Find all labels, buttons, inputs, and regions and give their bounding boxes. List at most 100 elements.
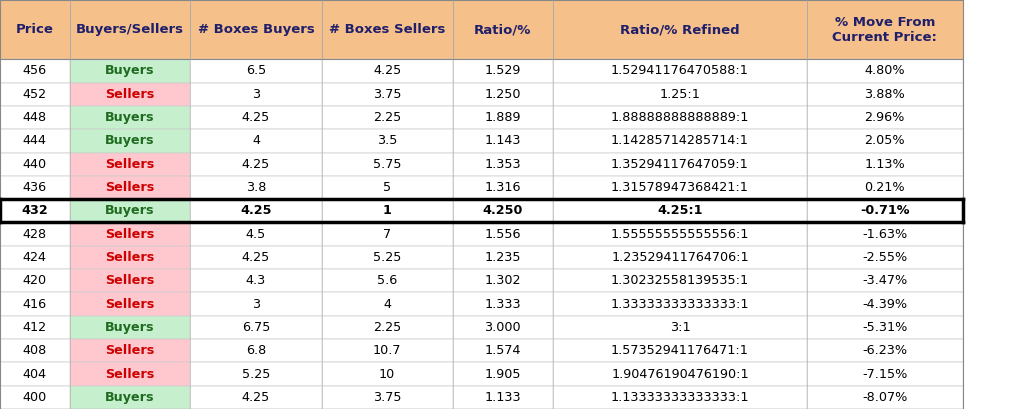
Bar — [190, 386, 322, 409]
Text: 3.75: 3.75 — [373, 391, 401, 404]
Bar — [553, 106, 807, 129]
Text: 4.80%: 4.80% — [864, 65, 905, 77]
Text: 4.5: 4.5 — [246, 228, 266, 240]
Bar — [553, 222, 807, 246]
Bar — [807, 316, 963, 339]
Text: # Boxes Sellers: # Boxes Sellers — [329, 23, 445, 36]
Bar — [553, 339, 807, 362]
Text: 1.250: 1.250 — [484, 88, 521, 101]
Text: Buyers: Buyers — [105, 135, 155, 147]
Bar — [807, 106, 963, 129]
Bar — [0, 0, 70, 59]
Bar — [453, 0, 553, 59]
Text: 4: 4 — [252, 135, 260, 147]
Bar — [453, 199, 553, 222]
Bar — [322, 222, 453, 246]
Text: 10: 10 — [379, 368, 395, 380]
Bar — [70, 386, 190, 409]
Text: 452: 452 — [23, 88, 47, 101]
Bar — [807, 246, 963, 269]
Bar — [553, 153, 807, 176]
Text: 1.52941176470588:1: 1.52941176470588:1 — [611, 65, 749, 77]
Bar — [322, 362, 453, 386]
Text: # Boxes Buyers: # Boxes Buyers — [198, 23, 314, 36]
Text: 4.250: 4.250 — [482, 204, 523, 217]
Bar — [807, 269, 963, 292]
Bar — [322, 292, 453, 316]
Bar — [453, 316, 553, 339]
Bar — [0, 316, 70, 339]
Text: 6.5: 6.5 — [246, 65, 266, 77]
Bar — [553, 246, 807, 269]
Text: Buyers/Sellers: Buyers/Sellers — [76, 23, 184, 36]
Bar — [190, 153, 322, 176]
Text: 3.8: 3.8 — [246, 181, 266, 194]
Bar — [190, 339, 322, 362]
Bar — [807, 222, 963, 246]
Text: 432: 432 — [22, 204, 48, 217]
Bar — [322, 106, 453, 129]
Bar — [807, 176, 963, 199]
Bar — [807, 59, 963, 83]
Bar — [322, 269, 453, 292]
Text: 1.25:1: 1.25:1 — [659, 88, 700, 101]
Bar — [553, 269, 807, 292]
Text: 436: 436 — [23, 181, 47, 194]
Text: 1.235: 1.235 — [484, 251, 521, 264]
Text: 4.25: 4.25 — [242, 158, 270, 171]
Bar — [453, 83, 553, 106]
Bar — [70, 83, 190, 106]
Bar — [0, 246, 70, 269]
Bar — [322, 83, 453, 106]
Text: 1.33333333333333:1: 1.33333333333333:1 — [610, 298, 750, 310]
Bar — [190, 106, 322, 129]
Bar — [70, 176, 190, 199]
Text: 448: 448 — [23, 111, 47, 124]
Text: -4.39%: -4.39% — [862, 298, 907, 310]
Text: 1.13%: 1.13% — [864, 158, 905, 171]
Bar — [453, 269, 553, 292]
Text: 1.133: 1.133 — [484, 391, 521, 404]
Text: 1.905: 1.905 — [484, 368, 521, 380]
Text: -3.47%: -3.47% — [862, 274, 907, 287]
Bar — [807, 83, 963, 106]
Text: Sellers: Sellers — [105, 344, 155, 357]
Text: 428: 428 — [23, 228, 47, 240]
Bar — [453, 362, 553, 386]
Text: 5: 5 — [383, 181, 391, 194]
Bar — [553, 292, 807, 316]
Bar — [807, 129, 963, 153]
Bar — [70, 59, 190, 83]
Bar — [70, 153, 190, 176]
Text: 4.3: 4.3 — [246, 274, 266, 287]
Bar — [807, 386, 963, 409]
Bar — [322, 129, 453, 153]
Text: Sellers: Sellers — [105, 274, 155, 287]
Bar — [553, 0, 807, 59]
Bar — [190, 269, 322, 292]
Text: Buyers: Buyers — [105, 391, 155, 404]
Bar — [0, 106, 70, 129]
Bar — [322, 59, 453, 83]
Bar — [453, 129, 553, 153]
Text: 1: 1 — [383, 204, 391, 217]
Text: 4.25: 4.25 — [242, 391, 270, 404]
Text: 4.25: 4.25 — [373, 65, 401, 77]
Bar — [807, 0, 963, 59]
Text: 3: 3 — [252, 88, 260, 101]
Text: 3.5: 3.5 — [377, 135, 397, 147]
Bar — [0, 199, 70, 222]
Text: 5.25: 5.25 — [373, 251, 401, 264]
Bar — [453, 59, 553, 83]
Text: -5.31%: -5.31% — [862, 321, 907, 334]
Bar — [322, 199, 453, 222]
Text: 1.316: 1.316 — [484, 181, 521, 194]
Text: 1.31578947368421:1: 1.31578947368421:1 — [611, 181, 749, 194]
Bar — [190, 222, 322, 246]
Text: Sellers: Sellers — [105, 228, 155, 240]
Bar — [322, 153, 453, 176]
Text: 1.57352941176471:1: 1.57352941176471:1 — [611, 344, 749, 357]
Bar — [70, 362, 190, 386]
Text: 412: 412 — [23, 321, 47, 334]
Bar — [553, 129, 807, 153]
